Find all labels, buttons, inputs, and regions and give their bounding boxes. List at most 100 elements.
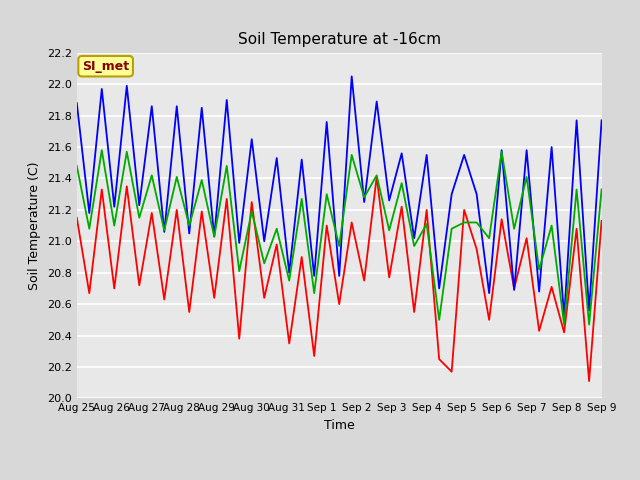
TC1_16Cm [73,215,81,221]
TC3_16Cm [573,187,580,192]
TC1_16Cm [423,207,431,213]
TC3_16Cm [236,268,243,274]
TC2_16Cm [86,210,93,216]
Text: SI_met: SI_met [82,60,129,72]
TC2_16Cm [98,86,106,92]
TC1_16Cm [236,336,243,342]
Title: Soil Temperature at -16cm: Soil Temperature at -16cm [237,33,441,48]
TC2_16Cm [560,314,568,320]
TC2_16Cm [598,118,605,123]
TC2_16Cm [186,230,193,236]
TC3_16Cm [136,215,143,221]
TC3_16Cm [448,226,456,232]
TC1_16Cm [335,301,343,307]
TC1_16Cm [348,219,356,225]
TC3_16Cm [560,322,568,327]
TC2_16Cm [448,192,456,197]
TC1_16Cm [136,282,143,288]
TC1_16Cm [373,174,381,180]
TC3_16Cm [161,228,168,233]
Line: TC1_16Cm: TC1_16Cm [77,177,602,381]
TC3_16Cm [173,174,180,180]
TC1_16Cm [298,254,305,260]
TC2_16Cm [473,192,481,197]
TC2_16Cm [348,73,356,79]
TC3_16Cm [298,196,305,202]
TC3_16Cm [485,235,493,241]
TC2_16Cm [111,204,118,210]
TC2_16Cm [310,273,318,279]
TC3_16Cm [186,223,193,228]
TC2_16Cm [335,273,343,279]
TC3_16Cm [148,172,156,178]
TC1_16Cm [473,246,481,252]
TC1_16Cm [560,330,568,336]
TC1_16Cm [410,309,418,315]
TC1_16Cm [123,183,131,189]
TC2_16Cm [435,286,443,291]
TC3_16Cm [111,223,118,228]
TC3_16Cm [435,317,443,323]
TC1_16Cm [248,199,255,205]
TC1_16Cm [198,209,205,215]
TC2_16Cm [373,98,381,104]
TC2_16Cm [573,118,580,123]
TC1_16Cm [285,340,293,346]
TC1_16Cm [573,226,580,232]
TC3_16Cm [86,226,93,232]
TC3_16Cm [360,194,368,200]
TC3_16Cm [423,221,431,227]
TC3_16Cm [498,149,506,155]
TC1_16Cm [86,290,93,296]
TC2_16Cm [423,152,431,158]
TC2_16Cm [248,136,255,142]
TC2_16Cm [173,103,180,109]
TC2_16Cm [260,239,268,244]
TC2_16Cm [485,290,493,296]
TC3_16Cm [385,228,393,233]
TC2_16Cm [385,198,393,204]
TC1_16Cm [498,216,506,222]
TC2_16Cm [161,229,168,235]
TC1_16Cm [360,278,368,284]
TC3_16Cm [523,174,531,180]
TC2_16Cm [123,83,131,89]
TC2_16Cm [535,288,543,294]
TC1_16Cm [211,295,218,301]
TC2_16Cm [211,234,218,240]
TC2_16Cm [460,152,468,158]
TC1_16Cm [535,328,543,334]
TC1_16Cm [186,309,193,315]
TC1_16Cm [260,295,268,301]
TC3_16Cm [211,234,218,240]
TC2_16Cm [323,119,330,125]
TC3_16Cm [73,163,81,169]
TC2_16Cm [298,157,305,163]
TC3_16Cm [98,147,106,153]
TC3_16Cm [285,278,293,284]
TC3_16Cm [310,290,318,296]
TC1_16Cm [598,218,605,224]
TC2_16Cm [498,147,506,153]
TC3_16Cm [548,223,556,228]
TC1_16Cm [148,210,156,216]
TC1_16Cm [98,187,106,192]
TC3_16Cm [323,192,330,197]
TC1_16Cm [448,369,456,374]
TC3_16Cm [348,152,356,158]
TC3_16Cm [535,267,543,273]
TC3_16Cm [223,163,230,169]
TC2_16Cm [148,103,156,109]
TC1_16Cm [548,284,556,290]
TC3_16Cm [248,209,255,215]
TC3_16Cm [260,261,268,266]
TC3_16Cm [335,243,343,249]
TC3_16Cm [460,219,468,225]
TC3_16Cm [198,177,205,183]
TC3_16Cm [510,226,518,232]
TC2_16Cm [198,105,205,111]
TC2_16Cm [236,240,243,246]
TC1_16Cm [161,297,168,302]
Line: TC3_16Cm: TC3_16Cm [77,150,602,324]
TC2_16Cm [73,100,81,106]
